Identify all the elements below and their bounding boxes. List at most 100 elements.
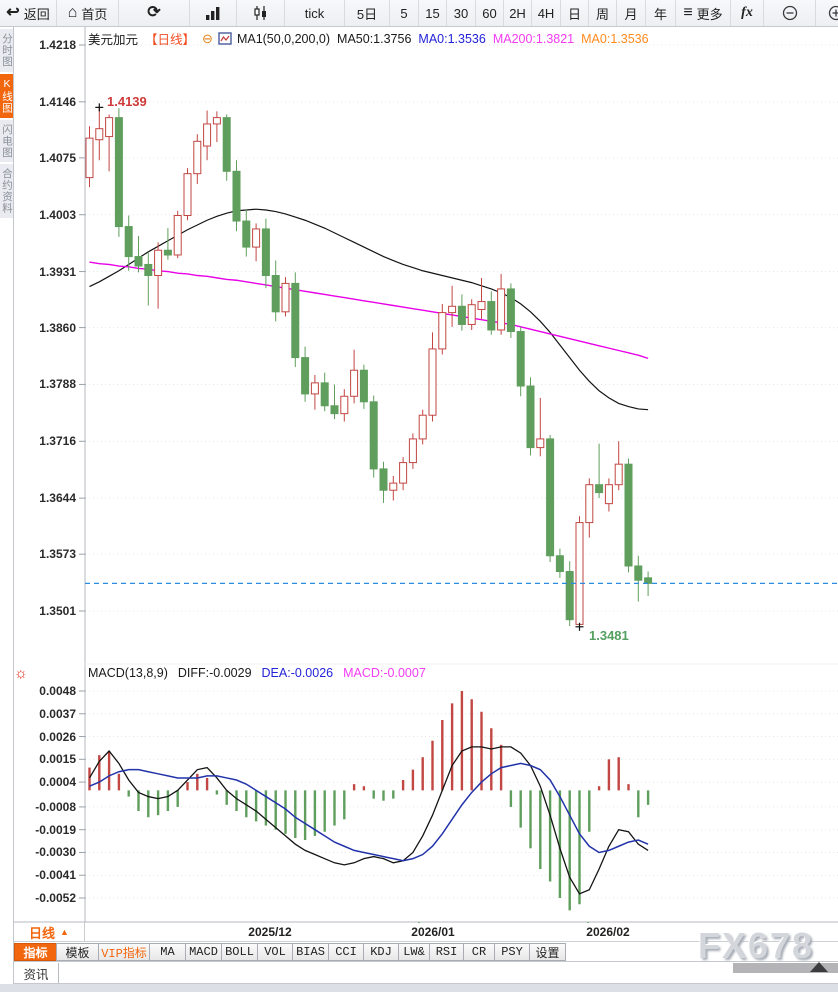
- interval-day-button-label: 日: [567, 6, 581, 22]
- refresh-button[interactable]: ⟳: [119, 0, 190, 26]
- interval-day-button[interactable]: 日: [561, 0, 589, 26]
- mini-chart-icon[interactable]: [218, 32, 232, 45]
- home-button[interactable]: ⌂ 首页: [57, 0, 119, 26]
- interval-month-button-label: 月: [624, 6, 638, 22]
- panel-expand-handle[interactable]: [733, 962, 838, 973]
- tab-cr[interactable]: CR: [463, 943, 495, 961]
- interval-4h-button[interactable]: 4H: [532, 0, 561, 26]
- macd-tick-label: 0.0048: [39, 684, 76, 698]
- candlestick-button[interactable]: [237, 0, 285, 26]
- tab-ma[interactable]: MA: [149, 943, 186, 961]
- period-selector[interactable]: 日线 ▲: [14, 923, 85, 941]
- indicator-tabs: 指标 模板 VIP指标 MA MACD BOLL VOL BIAS CCI KDJ LW& RSI CR…: [14, 943, 566, 961]
- ma-lines-layer: [89, 208, 649, 411]
- more-button[interactable]: ≡ 更多: [676, 0, 731, 26]
- macd-dea-value: DEA:-0.0026: [261, 666, 334, 680]
- collapse-icon[interactable]: ⊖: [202, 30, 213, 46]
- high-price-label: 1.4139: [107, 94, 147, 109]
- tab-cci[interactable]: CCI: [328, 943, 364, 961]
- macd-tick-label: -0.0008: [35, 799, 76, 814]
- formula-button[interactable]: fx: [731, 0, 764, 26]
- interval-15-button-label: 15: [425, 5, 440, 21]
- bar-chart-button[interactable]: [190, 0, 237, 26]
- interval-week-button[interactable]: 周: [589, 0, 617, 26]
- tab-settings[interactable]: 设置: [529, 943, 566, 961]
- candlestick-icon: [253, 6, 266, 20]
- price-tick-label: 1.4003: [39, 207, 76, 222]
- interval-2h-button[interactable]: 2H: [504, 0, 532, 26]
- ma200-value: MA200:1.3821: [492, 31, 575, 46]
- status-bar: [0, 984, 838, 992]
- watermark: FX678: [698, 925, 815, 966]
- price-tick-label: 1.4075: [39, 150, 76, 165]
- ma50-line: [89, 208, 649, 411]
- tab-template[interactable]: 模板: [56, 943, 99, 961]
- ma50-value: MA50:1.3756: [337, 31, 412, 46]
- tab-boll[interactable]: BOLL: [221, 943, 258, 961]
- tab-indicator[interactable]: 指标: [14, 943, 57, 961]
- date-axis: 2025/12 2026/01 2026/02: [14, 923, 838, 941]
- sidebar-item-tab-kline-chart[interactable]: K线图: [0, 73, 13, 118]
- sidebar-item-tab-lightning-chart[interactable]: 闪电图: [0, 119, 13, 162]
- zoom-in-icon: [828, 5, 838, 21]
- interval-5d-button[interactable]: 5日: [345, 0, 390, 26]
- tab-bias[interactable]: BIAS: [292, 943, 329, 961]
- tab-kdj[interactable]: KDJ: [363, 943, 399, 961]
- menu-icon: ≡: [683, 4, 693, 21]
- formula-button-label: fx: [741, 5, 753, 20]
- macd-macd-value: MACD:-0.0007: [343, 666, 426, 680]
- zoom-in-button[interactable]: [816, 0, 838, 26]
- macd-dea-line: [89, 762, 649, 862]
- triangle-up-icon: [810, 962, 828, 972]
- price-tick-label: 1.3501: [39, 604, 76, 618]
- zoom-out-button[interactable]: [764, 0, 816, 26]
- back-arrow-icon: ↩: [6, 4, 20, 21]
- more-button-label: 更多: [696, 6, 723, 22]
- sidebar-item-tab-time-chart[interactable]: 分时图: [0, 29, 13, 72]
- macd-layer: [88, 691, 650, 911]
- indicator-settings-icon[interactable]: ☼: [14, 665, 28, 682]
- period-selector-label: 日线: [29, 925, 56, 941]
- interval-year-button[interactable]: 年: [646, 0, 676, 26]
- interval-5-button-label: 5: [400, 5, 408, 21]
- interval-60-button[interactable]: 60: [476, 0, 504, 26]
- annotations-layer: [85, 103, 838, 631]
- interval-tick-button-label: tick: [304, 5, 325, 21]
- chart-type-sidebar: 分时图 K线图 闪电图合约资料: [0, 27, 14, 984]
- tab-psy[interactable]: PSY: [494, 943, 530, 961]
- interval-week-button-label: 周: [595, 6, 609, 22]
- news-row: 资讯: [14, 962, 838, 984]
- tab-lwr[interactable]: LW&: [398, 943, 430, 961]
- chevron-up-icon: ▲: [60, 927, 69, 937]
- interval-year-button-label: 年: [653, 6, 667, 22]
- price-tick-label: 1.3931: [39, 264, 76, 279]
- date-axis-label: 2025/12: [248, 925, 292, 939]
- macd-diff-value: DIFF:-0.0029: [177, 666, 252, 680]
- tab-vol[interactable]: VOL: [257, 943, 293, 961]
- interval-30-button[interactable]: 30: [447, 0, 476, 26]
- back-button[interactable]: ↩ 返回: [0, 0, 57, 26]
- tab-rsi[interactable]: RSI: [429, 943, 464, 961]
- macd-tick-label: 0.0004: [39, 775, 76, 790]
- macd-tick-label: -0.0052: [35, 891, 76, 905]
- interval-60-button-label: 60: [482, 5, 497, 21]
- news-tab[interactable]: 资讯: [14, 963, 59, 983]
- home-icon: ⌂: [67, 4, 78, 21]
- sidebar-item-tab-contract-info[interactable]: 合约资料: [0, 164, 13, 218]
- tab-macd[interactable]: MACD: [185, 943, 222, 961]
- interval-15-button[interactable]: 15: [419, 0, 447, 26]
- interval-tick-button[interactable]: tick: [285, 0, 345, 26]
- chart-header: 美元加元 【日线】 ⊖ MA1(50,0,200,0) MA50:1.3756 …: [88, 29, 649, 48]
- tab-vip-indicator[interactable]: VIP指标: [98, 943, 150, 961]
- interval-month-button[interactable]: 月: [617, 0, 646, 26]
- back-button-label: 返回: [23, 6, 50, 22]
- macd-tick-label: 0.0037: [39, 706, 76, 721]
- interval-5-button[interactable]: 5: [390, 0, 419, 26]
- low-price-label: 1.3481: [589, 628, 629, 643]
- interval-5d-button-label: 5日: [356, 6, 378, 22]
- bar-chart-icon: [206, 7, 220, 20]
- macd-tick-label: 0.0015: [39, 752, 76, 767]
- macd-diff-line: [88, 746, 649, 895]
